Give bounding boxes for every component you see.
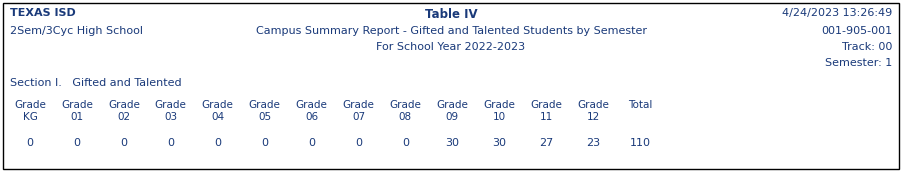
Text: 0: 0 xyxy=(355,138,362,148)
Text: 0: 0 xyxy=(26,138,33,148)
Text: Grade
04: Grade 04 xyxy=(202,100,234,122)
Text: Grade
06: Grade 06 xyxy=(296,100,327,122)
Text: 001-905-001: 001-905-001 xyxy=(821,26,892,36)
Text: Grade
09: Grade 09 xyxy=(437,100,468,122)
Text: 0: 0 xyxy=(402,138,409,148)
Text: Grade
01: Grade 01 xyxy=(61,100,93,122)
Text: 0: 0 xyxy=(261,138,268,148)
Text: 110: 110 xyxy=(630,138,650,148)
Text: Total: Total xyxy=(628,100,652,110)
Text: Grade
11: Grade 11 xyxy=(530,100,562,122)
Text: 27: 27 xyxy=(539,138,553,148)
Text: Grade
02: Grade 02 xyxy=(108,100,140,122)
Text: Semester: 1: Semester: 1 xyxy=(824,58,892,68)
Text: 0: 0 xyxy=(214,138,221,148)
Text: Grade
05: Grade 05 xyxy=(249,100,281,122)
Text: 2Sem/3Cyc High School: 2Sem/3Cyc High School xyxy=(10,26,143,36)
Text: Grade
12: Grade 12 xyxy=(577,100,609,122)
Text: Grade
KG: Grade KG xyxy=(14,100,46,122)
Text: For School Year 2022-2023: For School Year 2022-2023 xyxy=(376,42,526,52)
Text: 0: 0 xyxy=(73,138,80,148)
Text: Grade
08: Grade 08 xyxy=(390,100,421,122)
Text: TEXAS ISD: TEXAS ISD xyxy=(10,8,76,18)
Text: 23: 23 xyxy=(586,138,600,148)
Text: 0: 0 xyxy=(167,138,174,148)
Text: Grade
03: Grade 03 xyxy=(155,100,187,122)
Text: 0: 0 xyxy=(308,138,315,148)
Text: Grade
10: Grade 10 xyxy=(483,100,515,122)
Text: Section I.   Gifted and Talented: Section I. Gifted and Talented xyxy=(10,78,181,88)
Text: 30: 30 xyxy=(446,138,459,148)
Text: Grade
07: Grade 07 xyxy=(343,100,374,122)
Text: 30: 30 xyxy=(492,138,506,148)
Text: Campus Summary Report - Gifted and Talented Students by Semester: Campus Summary Report - Gifted and Talen… xyxy=(255,26,647,36)
Text: Track: 00: Track: 00 xyxy=(842,42,892,52)
Text: Table IV: Table IV xyxy=(425,8,477,21)
Text: 4/24/2023 13:26:49: 4/24/2023 13:26:49 xyxy=(782,8,892,18)
Text: 0: 0 xyxy=(120,138,127,148)
